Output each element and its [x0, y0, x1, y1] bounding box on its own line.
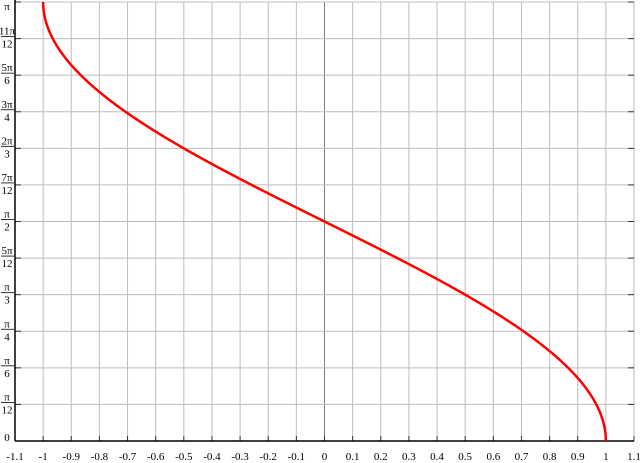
y-tick-numerator: 5π — [1, 245, 13, 257]
y-tick-denominator: 12 — [2, 404, 13, 416]
x-tick-label: -0.9 — [63, 451, 81, 463]
x-tick-label: 0.7 — [515, 451, 529, 463]
x-tick-label: -0.8 — [91, 451, 109, 463]
y-tick-numerator: π — [4, 318, 10, 330]
y-tick-denominator: 12 — [2, 39, 13, 51]
y-tick-denominator: 2 — [4, 222, 10, 234]
x-tick-label: -1.1 — [6, 451, 23, 463]
y-tick-numerator: π — [4, 355, 10, 367]
y-tick-denominator: 12 — [2, 258, 13, 270]
x-tick-label: 1.1 — [627, 451, 640, 463]
x-tick-label: 0.6 — [486, 451, 500, 463]
x-tick-label: -1 — [39, 451, 48, 463]
x-tick-label: -0.4 — [203, 451, 221, 463]
y-tick-numerator: π — [4, 391, 10, 403]
x-tick-label: -0.2 — [260, 451, 277, 463]
y-tick-numerator: π — [4, 282, 10, 294]
x-tick-label: -0.1 — [288, 451, 305, 463]
x-tick-label: 0.2 — [374, 451, 388, 463]
x-tick-label: 0.1 — [346, 451, 360, 463]
y-tick-label: π — [4, 1, 10, 13]
x-tick-label: 0.4 — [430, 451, 444, 463]
x-tick-label: 1 — [603, 451, 609, 463]
y-tick-denominator: 6 — [4, 368, 10, 380]
y-tick-numerator: 11π — [0, 26, 16, 38]
x-tick-label: -0.5 — [175, 451, 193, 463]
y-tick-denominator: 4 — [4, 112, 10, 124]
y-tick-numerator: 7π — [1, 172, 13, 184]
y-tick-denominator: 12 — [2, 185, 13, 197]
y-tick-numerator: 3π — [1, 99, 13, 111]
y-tick-numerator: 2π — [1, 135, 13, 147]
y-tick-denominator: 6 — [4, 75, 10, 87]
x-tick-label: -0.7 — [119, 451, 137, 463]
y-tick-label: 0 — [4, 432, 10, 444]
x-tick-label: -0.3 — [231, 451, 249, 463]
y-tick-denominator: 3 — [4, 148, 10, 160]
y-tick-numerator: π — [4, 209, 10, 221]
x-tick-label: 0.3 — [402, 451, 416, 463]
arccos-curve — [41, 2, 608, 441]
x-tick-label: 0.5 — [458, 451, 472, 463]
y-tick-numerator: 5π — [1, 62, 13, 74]
y-tick-denominator: 4 — [4, 331, 10, 343]
x-tick-label: 0 — [322, 451, 328, 463]
y-tick-denominator: 3 — [4, 295, 10, 307]
x-tick-label: 0.9 — [571, 451, 585, 463]
x-tick-label: 0.8 — [543, 451, 557, 463]
x-tick-label: -0.6 — [147, 451, 165, 463]
